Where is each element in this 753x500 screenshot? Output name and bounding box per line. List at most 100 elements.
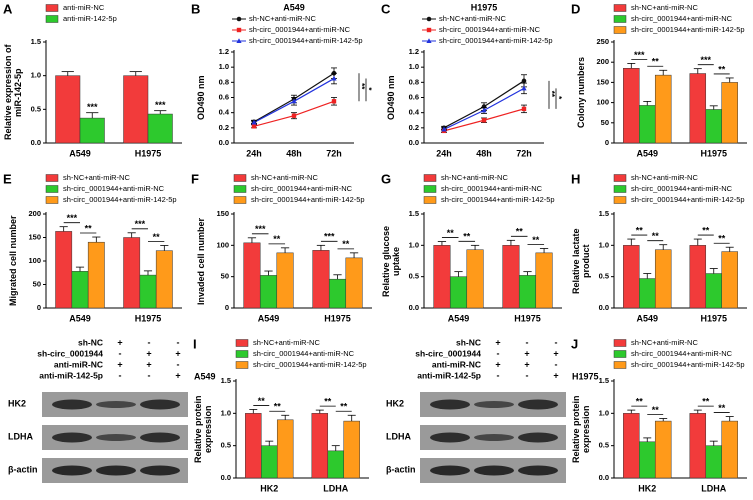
bar (721, 251, 738, 309)
legend-swatch (235, 339, 249, 347)
significance: *** (155, 100, 166, 110)
significance: *** (634, 50, 645, 60)
blot-band (140, 432, 180, 443)
blot-band (52, 465, 92, 476)
legend-swatch (45, 196, 59, 204)
blot-band (518, 465, 558, 476)
y-tick-label: 100 (216, 240, 229, 249)
bar (245, 413, 262, 479)
x-tick-label: HK2 (260, 483, 278, 493)
legend-label: sh-circ_0001944+anti-miR-NC (249, 25, 351, 34)
bar (328, 278, 347, 309)
legend-label: anti-miR-142-5p (63, 14, 117, 23)
blot-band (430, 399, 470, 410)
bar (312, 250, 330, 309)
significance: ** (273, 234, 281, 244)
significance: ** (636, 396, 644, 406)
significance: ** (652, 231, 660, 241)
condition-sign: + (524, 348, 529, 358)
legend-label: sh-circ_0001944+anti-miR-NC (631, 14, 733, 23)
y-axis-label-text: OD490 nm (196, 75, 206, 120)
condition-sign: + (553, 370, 558, 380)
y-tick-label: 1.0 (221, 408, 231, 417)
bar (502, 245, 520, 309)
y-tick-label: 1.5 (599, 376, 609, 385)
significance: * (554, 96, 563, 100)
legend-marker (236, 38, 242, 43)
bar (276, 419, 294, 479)
legend-swatch (613, 350, 627, 358)
condition-sign: + (117, 359, 122, 369)
bar (705, 445, 722, 479)
condition-sign: - (177, 337, 180, 347)
legend-swatch (235, 361, 249, 369)
data-point (251, 119, 257, 125)
condition-sign: - (526, 370, 529, 380)
legend-label: sh-circ_0001944+anti-miR-142-5p (439, 36, 553, 45)
legend-swatch (613, 174, 627, 182)
bar (155, 250, 173, 309)
blot-band (518, 399, 558, 410)
y-axis-label-text: Relative expression of miR-142-5p (3, 44, 23, 141)
chart-title: H1975 (471, 2, 498, 12)
condition-sign: - (148, 370, 151, 380)
significance: ** (702, 396, 710, 406)
bar (654, 420, 672, 479)
condition-sign: - (497, 370, 500, 380)
significance: ** (324, 396, 332, 406)
significance: * (364, 87, 373, 91)
legend-label: sh-circ_0001944+anti-miR-142-5p (253, 360, 367, 369)
y-tick-label: 150 (28, 232, 41, 241)
condition-sign: + (175, 348, 180, 358)
condition-sign: + (495, 359, 500, 369)
blot-band (96, 401, 136, 408)
x-tick-label: H1975 (135, 313, 162, 323)
y-axis-label-text: Relative protein expression (571, 395, 591, 464)
panel-letter: F (191, 171, 199, 186)
condition-sign: - (526, 337, 529, 347)
y-axis-label: Relative glucose uptake (381, 225, 401, 296)
bar (689, 73, 707, 144)
significance: ** (718, 64, 726, 74)
significance: ** (340, 402, 348, 412)
panel-letter: I (193, 336, 197, 351)
condition-sign: + (175, 370, 180, 380)
x-tick-label: 24h (246, 148, 262, 158)
significance: ** (702, 225, 710, 235)
y-tick-label: 0.0 (409, 303, 419, 312)
panel-letter: C (381, 1, 391, 16)
legend-label: sh-circ_0001944+anti-miR-NC (253, 349, 355, 358)
legend-swatch (613, 339, 627, 347)
significance: ** (652, 57, 660, 67)
bar (639, 278, 656, 309)
blot-band (474, 465, 514, 476)
y-tick-label: 100 (28, 256, 41, 265)
y-tick-label: 1.5 (599, 209, 609, 218)
x-tick-label: H1975 (514, 313, 541, 323)
y-tick-label: 0.2 (409, 123, 419, 132)
x-tick-label: A549 (636, 313, 658, 323)
legend-label: anti-miR-NC (63, 3, 105, 12)
significance: ** (153, 232, 161, 242)
bar (705, 273, 722, 309)
blot-band (474, 401, 514, 408)
legend-swatch (613, 4, 627, 12)
y-axis-label-text: Colony numbers (576, 57, 586, 129)
y-tick-label: 0.0 (599, 303, 609, 312)
condition-label: anti-miR-NC (54, 359, 103, 369)
y-tick-label: 0.0 (409, 138, 419, 147)
y-tick-label: 0.5 (599, 272, 609, 281)
significance: ** (516, 227, 524, 237)
x-tick-label: 48h (476, 148, 492, 158)
legend-label: sh-circ_0001944+anti-miR-142-5p (249, 36, 363, 45)
bar (123, 75, 149, 144)
legend-swatch (613, 26, 627, 34)
y-tick-label: 1.0 (409, 62, 419, 71)
blot-band (96, 465, 136, 476)
y-tick-label: 0 (37, 303, 41, 312)
bar (639, 441, 656, 479)
legend-swatch (613, 196, 627, 204)
legend-label: sh-NC+anti-miR-NC (441, 173, 508, 182)
bar (535, 252, 553, 309)
legend-swatch (613, 15, 627, 23)
